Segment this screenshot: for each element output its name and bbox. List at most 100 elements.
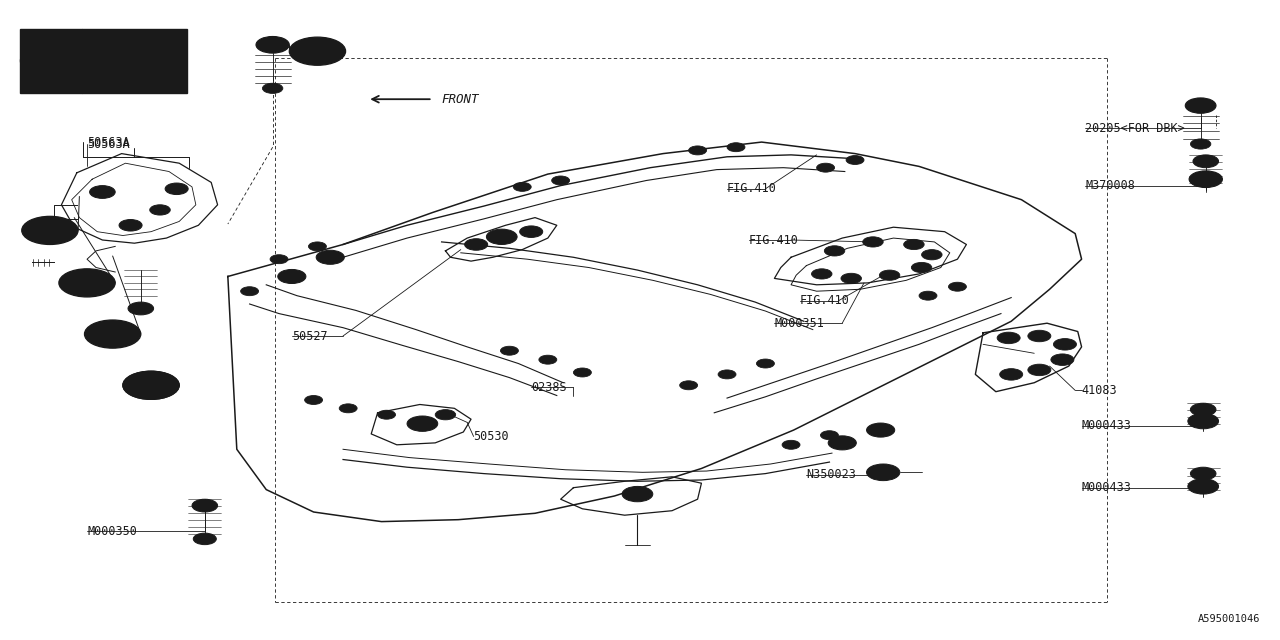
Text: M000350: M000350 [87, 525, 137, 538]
Circle shape [1000, 369, 1023, 380]
Circle shape [119, 220, 142, 231]
Text: M060011: M060011 [90, 54, 146, 67]
Text: A595001046: A595001046 [1198, 614, 1261, 624]
Circle shape [150, 205, 170, 215]
Text: 0238S: 0238S [531, 381, 567, 394]
Circle shape [262, 83, 283, 93]
Circle shape [824, 246, 845, 256]
Circle shape [1189, 171, 1222, 188]
Bar [20, 29, 187, 93]
Text: 50563A: 50563A [87, 138, 129, 150]
Circle shape [756, 359, 774, 368]
Circle shape [193, 533, 216, 545]
Circle shape [95, 188, 110, 196]
Circle shape [1028, 330, 1051, 342]
Circle shape [997, 332, 1020, 344]
Circle shape [919, 291, 937, 300]
Circle shape [782, 440, 800, 449]
Circle shape [305, 396, 323, 404]
Text: 50527: 50527 [292, 330, 328, 342]
Circle shape [820, 431, 838, 440]
Circle shape [680, 381, 698, 390]
Text: 1: 1 [45, 54, 52, 67]
Circle shape [1188, 413, 1219, 429]
Circle shape [123, 371, 179, 399]
Circle shape [22, 216, 78, 244]
Text: FIG.410: FIG.410 [749, 234, 799, 246]
Text: 1: 1 [147, 379, 155, 392]
Circle shape [874, 468, 892, 477]
Circle shape [316, 250, 344, 264]
Circle shape [289, 37, 346, 65]
Circle shape [192, 499, 218, 512]
Circle shape [835, 439, 850, 447]
Circle shape [904, 239, 924, 250]
Circle shape [270, 255, 288, 264]
Text: 1: 1 [147, 379, 155, 392]
Text: 1: 1 [83, 276, 91, 289]
Circle shape [622, 486, 653, 502]
Circle shape [867, 423, 895, 437]
Circle shape [378, 410, 396, 419]
Circle shape [1190, 467, 1216, 480]
Text: M000351: M000351 [774, 317, 824, 330]
Circle shape [500, 346, 518, 355]
Circle shape [123, 221, 138, 229]
Circle shape [256, 36, 289, 53]
Circle shape [846, 156, 864, 164]
Circle shape [84, 320, 141, 348]
Circle shape [1051, 354, 1074, 365]
Circle shape [90, 186, 115, 198]
Circle shape [1193, 155, 1219, 168]
Text: 20205<FOR DBK>: 20205<FOR DBK> [1085, 122, 1185, 134]
Circle shape [922, 250, 942, 260]
Circle shape [727, 143, 745, 152]
Circle shape [20, 47, 77, 75]
Circle shape [873, 426, 888, 434]
Circle shape [552, 176, 570, 185]
Circle shape [718, 370, 736, 379]
Circle shape [59, 269, 115, 297]
Circle shape [539, 355, 557, 364]
Text: 50530: 50530 [474, 430, 509, 443]
Circle shape [867, 464, 900, 481]
Circle shape [435, 410, 456, 420]
Text: 1: 1 [314, 45, 321, 58]
Circle shape [863, 237, 883, 247]
Text: M370008: M370008 [1085, 179, 1135, 192]
Circle shape [812, 269, 832, 279]
Text: 41083: 41083 [1082, 384, 1117, 397]
Text: 50563A: 50563A [87, 136, 129, 148]
Circle shape [308, 242, 326, 251]
Text: FIG.410: FIG.410 [800, 294, 850, 307]
Circle shape [339, 404, 357, 413]
Circle shape [573, 368, 591, 377]
Text: M000433: M000433 [1082, 419, 1132, 432]
Circle shape [123, 371, 179, 399]
Circle shape [1190, 139, 1211, 149]
Circle shape [817, 163, 835, 172]
Circle shape [828, 436, 856, 450]
Circle shape [284, 273, 300, 280]
Circle shape [1188, 479, 1219, 494]
Circle shape [841, 273, 861, 284]
Circle shape [879, 270, 900, 280]
Circle shape [911, 262, 932, 273]
Circle shape [278, 269, 306, 284]
Circle shape [1028, 364, 1051, 376]
Circle shape [133, 305, 148, 312]
Circle shape [241, 287, 259, 296]
Circle shape [1185, 98, 1216, 113]
Circle shape [486, 229, 517, 244]
Circle shape [689, 146, 707, 155]
Circle shape [513, 182, 531, 191]
Circle shape [128, 302, 154, 315]
Circle shape [1190, 403, 1216, 416]
Circle shape [165, 183, 188, 195]
Circle shape [323, 253, 338, 261]
Text: FIG.410: FIG.410 [727, 182, 777, 195]
Circle shape [948, 282, 966, 291]
Circle shape [169, 185, 184, 193]
Circle shape [465, 239, 488, 250]
Text: FRONT: FRONT [442, 93, 479, 106]
